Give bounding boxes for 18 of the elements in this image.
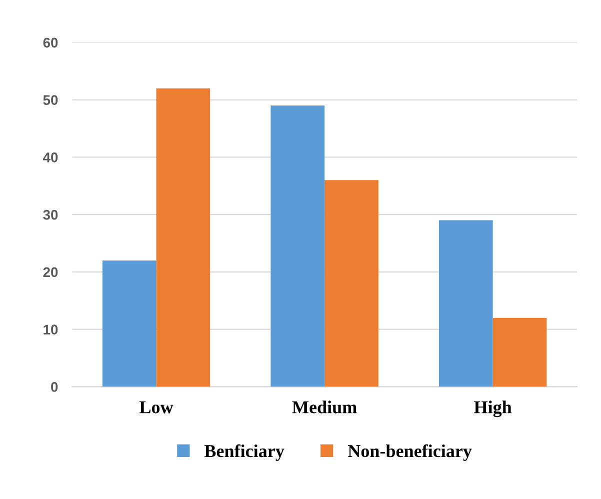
bar (438, 220, 493, 387)
y-tick-label: 10 (44, 324, 58, 335)
bar (270, 106, 325, 387)
y-tick-label: 20 (43, 267, 58, 278)
bar (102, 260, 156, 387)
bar (324, 180, 378, 387)
bar (492, 318, 547, 387)
legend-label: Non-beneficiary (348, 444, 472, 461)
y-tick-label: 50 (43, 95, 58, 105)
bar (156, 88, 210, 387)
y-tick-label: 60 (43, 38, 58, 48)
y-tick-label: 40 (42, 152, 58, 162)
x-tick-label: Medium (292, 400, 357, 414)
x-tick-label: High (474, 400, 512, 418)
y-tick-label: 30 (43, 210, 58, 220)
x-tick-label: Low (140, 401, 174, 414)
y-tick-label: 0 (51, 382, 58, 392)
legend-label: Benficiary (204, 444, 284, 461)
